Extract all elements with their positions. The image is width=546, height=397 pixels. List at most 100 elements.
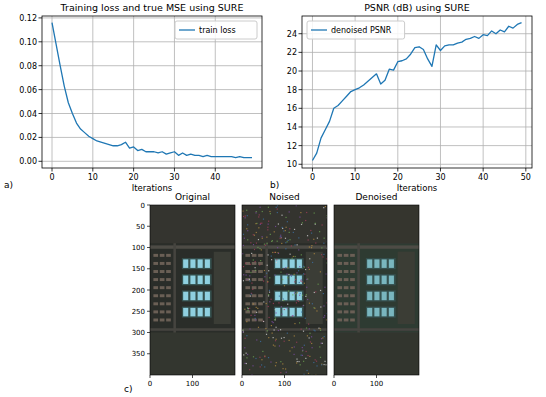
noise-dot bbox=[277, 247, 278, 248]
noise-dot bbox=[267, 229, 268, 230]
noise-dot bbox=[268, 295, 269, 296]
roof-panel bbox=[382, 308, 387, 317]
roof bbox=[258, 302, 263, 305]
noise-dot bbox=[321, 338, 322, 339]
noise-dot bbox=[275, 340, 276, 341]
noise-dot bbox=[291, 275, 292, 276]
noise-dot bbox=[255, 319, 256, 320]
noise-dot bbox=[293, 256, 294, 257]
tick-mark bbox=[334, 375, 335, 378]
noise-dot bbox=[315, 359, 316, 360]
lot bbox=[398, 252, 415, 324]
roof bbox=[258, 294, 263, 297]
legend-swatch bbox=[179, 29, 195, 30]
noise-dot bbox=[320, 306, 321, 307]
image-layer bbox=[150, 205, 235, 375]
tick-label: 30 bbox=[169, 173, 179, 182]
noise-dot bbox=[305, 269, 306, 270]
roof-panel bbox=[297, 259, 302, 268]
noise-dot bbox=[287, 308, 288, 309]
grid-line bbox=[174, 16, 175, 168]
noise-dot bbox=[245, 217, 246, 218]
roof-panel bbox=[367, 259, 372, 268]
noise-dot bbox=[298, 270, 299, 271]
noise-dot bbox=[280, 236, 281, 237]
building bbox=[366, 274, 396, 285]
tick-label: 250 bbox=[132, 308, 145, 316]
noise-dot bbox=[274, 345, 275, 346]
noise-dot bbox=[247, 215, 248, 216]
roof-panel bbox=[183, 308, 188, 317]
noise-dot bbox=[242, 330, 243, 331]
noise-dot bbox=[285, 248, 286, 249]
noise-dot bbox=[245, 215, 246, 216]
noise-dot bbox=[294, 292, 295, 293]
noise-dot bbox=[285, 242, 286, 243]
field bbox=[150, 205, 235, 243]
noise-dot bbox=[265, 328, 266, 329]
tick-label: 200 bbox=[132, 287, 145, 295]
roof-panel bbox=[367, 308, 372, 317]
tick-mark bbox=[39, 17, 43, 18]
tick-mark bbox=[355, 168, 356, 172]
legend: train loss bbox=[175, 21, 257, 39]
noise-dot bbox=[270, 361, 271, 362]
roof-panel bbox=[190, 259, 195, 268]
image-ground bbox=[334, 205, 419, 375]
noise-dot bbox=[309, 337, 310, 338]
image-ground bbox=[242, 205, 327, 375]
roof-panel bbox=[297, 308, 302, 317]
noise-dot bbox=[284, 309, 285, 310]
noise-dot bbox=[285, 238, 286, 239]
tick-mark bbox=[39, 137, 43, 138]
noise-dot bbox=[289, 211, 290, 212]
noise-dot bbox=[272, 240, 273, 241]
tick-label: 12 bbox=[287, 142, 297, 151]
grid-line bbox=[483, 16, 484, 168]
figure: 0.000.020.040.060.080.100.12010203040Tra… bbox=[0, 0, 546, 397]
noise-dot bbox=[276, 339, 277, 340]
tick-mark bbox=[299, 164, 303, 165]
roof bbox=[166, 286, 171, 289]
noise-dot bbox=[308, 267, 309, 268]
noise-dot bbox=[267, 265, 268, 266]
noise-dot bbox=[299, 295, 300, 296]
roof bbox=[245, 278, 250, 281]
noise-dot bbox=[262, 351, 263, 352]
noise-dot bbox=[247, 224, 248, 225]
tick-label: 10 bbox=[350, 173, 360, 182]
noise-dot bbox=[311, 336, 312, 337]
noise-dot bbox=[300, 293, 301, 294]
noise-dot bbox=[264, 270, 265, 271]
tick-mark bbox=[39, 161, 43, 162]
noise-dot bbox=[271, 259, 272, 260]
tick-label: 20 bbox=[393, 173, 403, 182]
image-frame bbox=[242, 205, 327, 375]
image-layer bbox=[242, 205, 327, 375]
noise-dot bbox=[312, 303, 313, 304]
noise-dot bbox=[254, 315, 255, 316]
tick-label: 50 bbox=[136, 223, 145, 231]
panel-letter: c) bbox=[124, 384, 132, 394]
roof bbox=[337, 302, 342, 305]
grid-line bbox=[52, 16, 53, 168]
noise-dot bbox=[247, 239, 248, 240]
noise-dot bbox=[301, 254, 302, 255]
grid-line bbox=[42, 137, 262, 138]
noise-dot bbox=[246, 274, 247, 275]
legend-box bbox=[307, 21, 405, 39]
noise-dot bbox=[294, 323, 295, 324]
roof bbox=[258, 286, 263, 289]
noise-dot bbox=[276, 259, 277, 260]
noise-dot bbox=[270, 213, 271, 214]
noise-dot bbox=[271, 325, 272, 326]
noise-dot bbox=[255, 267, 256, 268]
noise-dot bbox=[302, 355, 303, 356]
building bbox=[366, 258, 396, 269]
noise-dot bbox=[258, 327, 259, 328]
noise-dot bbox=[308, 373, 309, 374]
noise-dot bbox=[251, 293, 252, 294]
noise-dot bbox=[289, 254, 290, 255]
noise-dot bbox=[268, 224, 269, 225]
roof-panel bbox=[198, 276, 203, 285]
